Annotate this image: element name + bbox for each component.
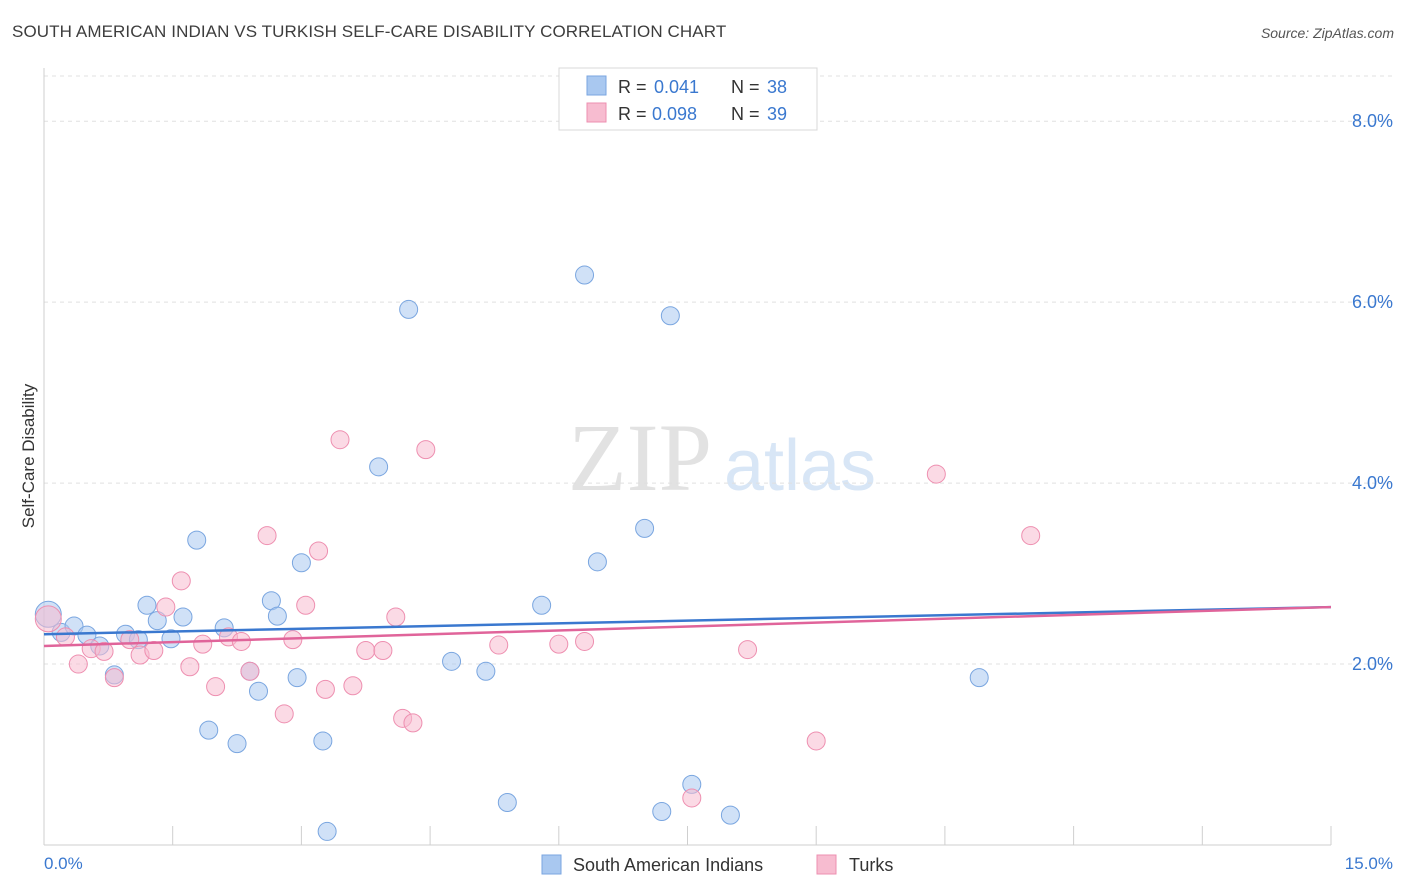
y-tick-label: 6.0% — [1352, 292, 1393, 312]
y-tick-label: 8.0% — [1352, 111, 1393, 131]
data-point — [369, 457, 389, 477]
data-point — [356, 640, 376, 660]
legend-n-value-2: 39 — [767, 104, 787, 124]
data-point — [720, 805, 740, 825]
data-point — [660, 306, 680, 326]
y-tick-label: 2.0% — [1352, 654, 1393, 674]
legend-swatch-south-american-indians — [586, 75, 607, 96]
data-point — [274, 704, 294, 724]
legend-n-value-1: 38 — [767, 77, 787, 97]
y-axis-label: Self-Care Disability — [19, 383, 38, 528]
data-point — [926, 464, 946, 484]
trend-lines — [43, 605, 1332, 648]
x-tick-label-min: 0.0% — [44, 854, 83, 873]
data-point — [68, 654, 88, 674]
data-point — [738, 640, 758, 660]
legend-bottom-label-south-american-indians: South American Indians — [573, 855, 763, 875]
data-point — [144, 640, 164, 660]
legend-bottom-swatch-turks — [816, 854, 837, 875]
data-point — [193, 634, 213, 654]
watermark-atlas: atlas — [724, 426, 876, 506]
legend-r-value-2: 0.098 — [652, 104, 697, 124]
data-point — [267, 606, 287, 626]
legend-bottom-label-turks: Turks — [849, 855, 893, 875]
data-point — [180, 657, 200, 677]
data-point — [156, 597, 176, 617]
legend-bottom-swatch-south-american-indians — [541, 854, 562, 875]
data-point — [416, 440, 436, 460]
data-point — [373, 640, 393, 660]
data-point — [497, 792, 517, 812]
data-point — [187, 530, 207, 550]
data-point — [34, 605, 62, 633]
data-point — [587, 552, 607, 572]
series-south-american-indians — [34, 265, 989, 841]
legend-swatch-turks — [586, 102, 607, 123]
data-point — [476, 661, 496, 681]
legend-n-label-2: N = — [731, 104, 760, 124]
legend-top: R = 0.041 N = 38 R = 0.098 N = 39 — [558, 67, 818, 131]
trend-line-turks — [43, 605, 1332, 648]
data-point — [173, 607, 193, 627]
data-point — [296, 595, 316, 615]
data-point — [313, 731, 333, 751]
legend-n-label-1: N = — [731, 77, 760, 97]
data-point — [227, 734, 247, 754]
data-point — [249, 681, 268, 701]
data-point — [442, 651, 462, 671]
data-point — [104, 668, 124, 688]
data-point — [317, 821, 337, 841]
data-point — [55, 627, 75, 647]
data-point — [309, 541, 329, 561]
data-point — [399, 299, 419, 319]
legend-r-value-1: 0.041 — [654, 77, 699, 97]
data-point — [240, 661, 260, 681]
data-point — [206, 677, 226, 697]
data-point — [257, 526, 277, 546]
data-point — [403, 713, 423, 733]
data-point — [575, 631, 595, 651]
legend-r-label-1: R = — [618, 77, 647, 97]
data-point — [1021, 526, 1041, 546]
data-point — [199, 720, 219, 740]
data-point — [315, 679, 335, 699]
y-tick-label: 4.0% — [1352, 473, 1393, 493]
legend-r-label-2: R = — [618, 104, 647, 124]
gridlines — [44, 75, 1393, 665]
data-point — [137, 595, 157, 615]
axes — [43, 68, 1332, 846]
data-point — [575, 265, 595, 285]
watermark-zip: ZIP — [568, 404, 712, 511]
data-point — [489, 635, 509, 655]
data-point — [652, 802, 672, 822]
legend-bottom: South American Indians Turks — [541, 854, 893, 875]
data-point — [343, 676, 363, 696]
trend-line-south-american-indians — [43, 605, 1332, 636]
data-point — [291, 553, 311, 573]
data-point — [330, 430, 350, 450]
data-point — [171, 571, 191, 591]
data-point — [635, 518, 655, 538]
data-point — [147, 611, 167, 631]
data-point — [682, 788, 702, 808]
data-point — [231, 631, 251, 651]
data-point — [287, 668, 307, 688]
source-label: Source: ZipAtlas.com — [1260, 25, 1394, 41]
data-point — [386, 607, 406, 627]
chart-title: SOUTH AMERICAN INDIAN VS TURKISH SELF-CA… — [12, 22, 727, 41]
data-point — [549, 634, 569, 654]
y-tick-labels: 2.0% 4.0% 6.0% 8.0% — [1352, 111, 1393, 674]
data-point — [532, 595, 552, 615]
data-point — [969, 668, 989, 688]
data-point — [94, 641, 114, 661]
data-point — [806, 731, 826, 751]
x-tick-label-max: 15.0% — [1345, 854, 1393, 873]
